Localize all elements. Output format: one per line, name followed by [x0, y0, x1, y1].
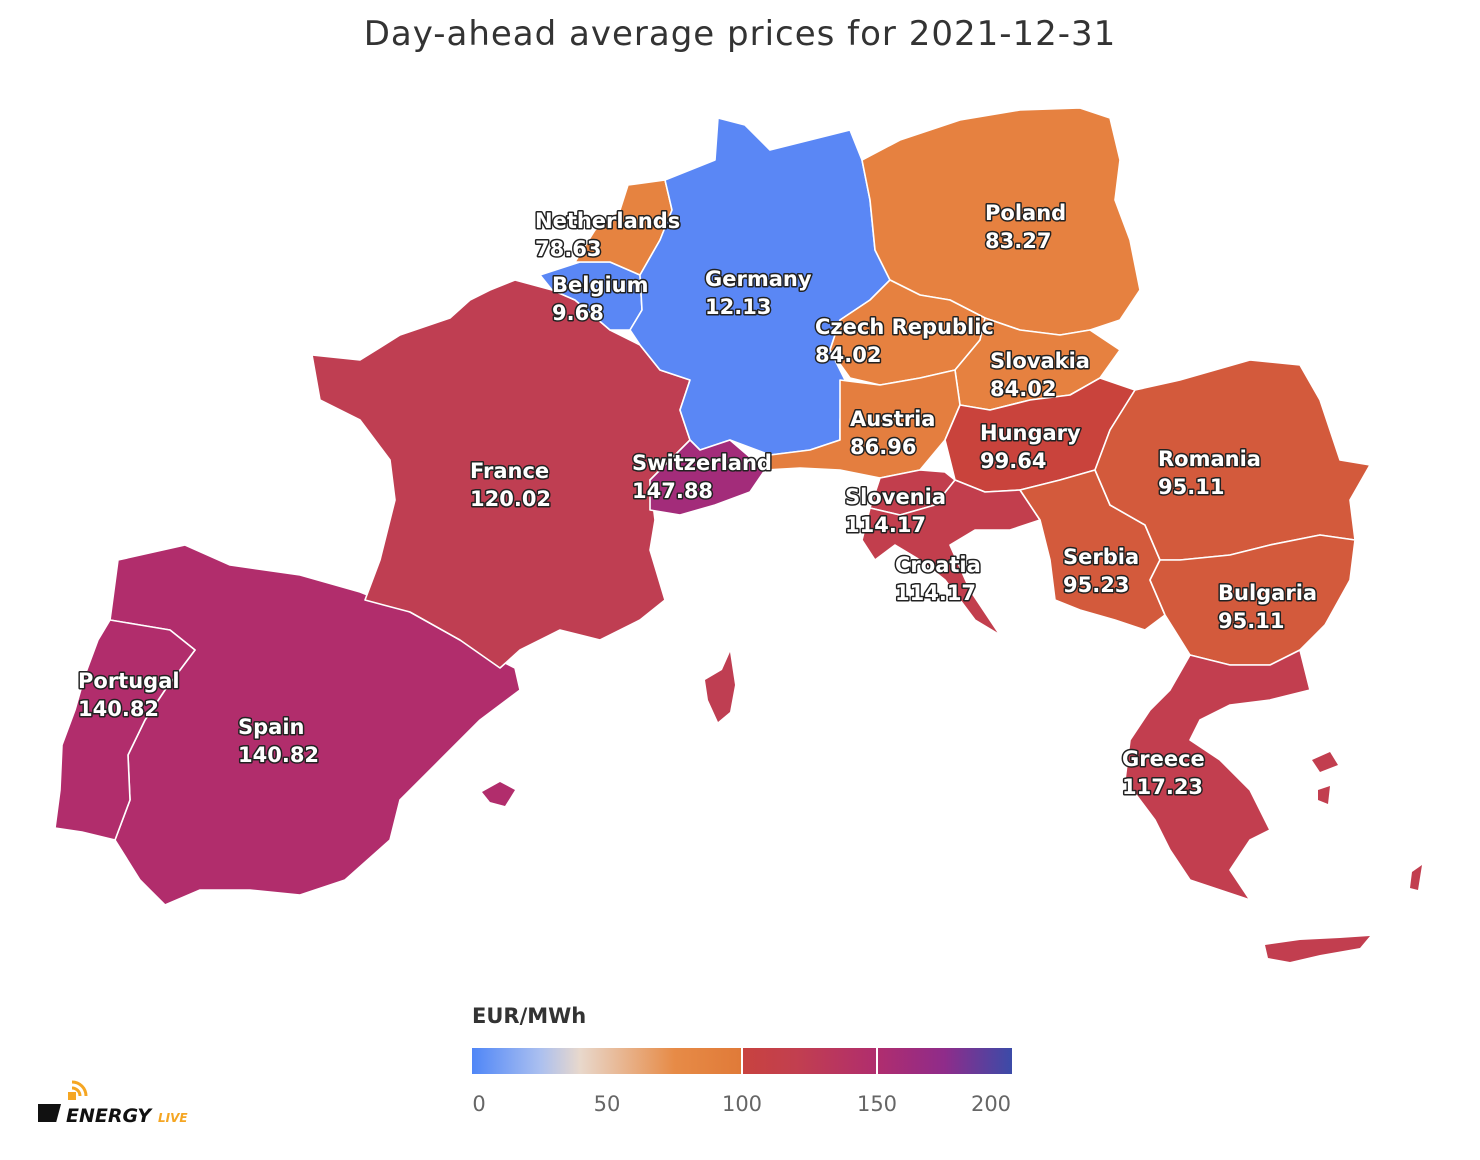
- label-croatia-name: Croatia: [895, 553, 981, 577]
- label-romania-name: Romania: [1158, 447, 1261, 471]
- label-belgium-name: Belgium: [552, 273, 649, 297]
- svg-text:ENERGY: ENERGY: [66, 1105, 153, 1127]
- label-greece-value: 117.23: [1122, 775, 1203, 799]
- label-bulgaria-value: 95.11: [1218, 609, 1284, 633]
- label-germany-name: Germany: [705, 267, 812, 291]
- legend-tick-label: 50: [593, 1092, 621, 1116]
- country-croatia[interactable]: [861, 479, 1041, 636]
- island-crete: [1265, 936, 1370, 962]
- legend-divider: [741, 1048, 743, 1074]
- label-france-name: France: [470, 459, 549, 483]
- label-france-value: 120.02: [470, 487, 551, 511]
- legend-divider: [876, 1048, 878, 1074]
- label-serbia-name: Serbia: [1063, 545, 1139, 569]
- label-serbia-value: 95.23: [1063, 573, 1129, 597]
- legend-tick-label: 100: [721, 1092, 763, 1116]
- island-lesbos: [1312, 752, 1338, 772]
- label-slovakia-name: Slovakia: [990, 349, 1090, 373]
- country-portugal[interactable]: [54, 619, 196, 841]
- label-belgium-value: 9.68: [552, 301, 604, 325]
- label-slovenia-name: Slovenia: [845, 485, 946, 509]
- legend-tick-label: 0: [472, 1092, 486, 1116]
- label-croatia-value: 114.17: [895, 581, 976, 605]
- label-romania-value: 95.11: [1158, 475, 1224, 499]
- label-netherlands-name: Netherlands: [535, 209, 680, 233]
- label-portugal-name: Portugal: [78, 669, 180, 693]
- label-hungary-name: Hungary: [980, 421, 1081, 445]
- label-spain-value: 140.82: [238, 743, 319, 767]
- legend-unit-label: EUR/MWh: [472, 1004, 587, 1028]
- label-poland-name: Poland: [985, 201, 1066, 225]
- label-austria-value: 86.96: [850, 435, 916, 459]
- label-czech-name: Czech Republic: [815, 315, 994, 339]
- europe-map: Germany 12.13 Belgium 9.68 Netherlands 78.63 P…: [54, 107, 1422, 962]
- label-bulgaria-name: Bulgaria: [1218, 581, 1317, 605]
- country-austria[interactable]: [764, 369, 961, 479]
- label-austria-name: Austria: [850, 407, 935, 431]
- label-slovakia-value: 84.02: [990, 377, 1056, 401]
- label-greece-name: Greece: [1122, 747, 1205, 771]
- label-germany-value: 12.13: [705, 295, 771, 319]
- legend-color-scale: [472, 1048, 1012, 1074]
- label-slovenia-value: 114.17: [845, 513, 926, 537]
- island-balearic: [482, 782, 515, 806]
- energylive-logo: ENERGY LIVE: [38, 1080, 188, 1127]
- label-czech-value: 84.02: [815, 343, 881, 367]
- label-switzerland-value: 147.88: [632, 479, 713, 503]
- legend-tick-label: 200: [970, 1092, 1012, 1116]
- svg-text:LIVE: LIVE: [158, 1111, 188, 1125]
- label-netherlands-value: 78.63: [535, 237, 601, 261]
- island-rhodes: [1410, 865, 1422, 890]
- legend-tick-label: 150: [856, 1092, 898, 1116]
- island-chios: [1318, 786, 1330, 804]
- label-hungary-value: 99.64: [980, 449, 1046, 473]
- country-bulgaria[interactable]: [1149, 534, 1356, 666]
- label-portugal-value: 140.82: [78, 697, 159, 721]
- country-greece[interactable]: [1124, 649, 1311, 901]
- label-poland-value: 83.27: [985, 229, 1051, 253]
- island-corsica: [705, 652, 735, 722]
- map-title: Day-ahead average prices for 2021-12-31: [363, 14, 1117, 54]
- label-switzerland-name: Switzerland: [632, 451, 772, 475]
- label-spain-name: Spain: [238, 715, 304, 739]
